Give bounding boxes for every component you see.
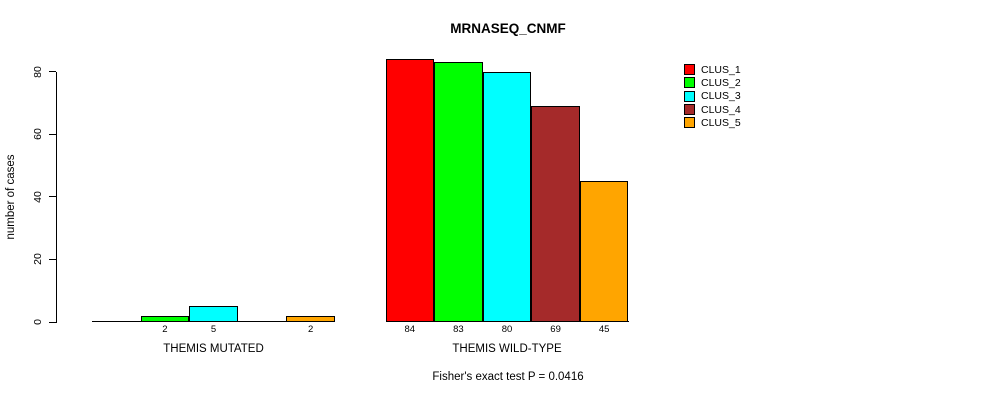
bar-value-label: 84 <box>404 324 416 335</box>
bar-value-label: 45 <box>598 324 610 335</box>
bar-value-label: 2 <box>308 324 314 335</box>
legend-label-clus_5: CLUS_5 <box>701 116 741 129</box>
legend-row-clus_1: CLUS_1 <box>684 63 741 76</box>
bar-clus_1-group1 <box>385 59 435 322</box>
bar-clus_2-group1 <box>434 62 483 322</box>
legend-label-clus_4: CLUS_4 <box>701 103 741 116</box>
legend-row-clus_2: CLUS_2 <box>684 76 741 89</box>
fisher-test-annotation: Fisher's exact test P = 0.0416 <box>432 371 584 383</box>
y-axis-line <box>56 71 57 323</box>
legend-label-clus_3: CLUS_3 <box>701 90 741 103</box>
bar-clus_3-group1 <box>482 71 532 322</box>
y-axis-tick <box>49 196 56 198</box>
legend-label-clus_2: CLUS_2 <box>701 76 741 89</box>
legend-row-clus_5: CLUS_5 <box>684 116 741 129</box>
y-axis-tick <box>49 258 56 260</box>
legend-swatch-clus_1 <box>684 64 695 76</box>
legend-swatch-clus_4 <box>684 104 695 116</box>
x-group-label-themis-mutated: THEMIS MUTATED <box>163 343 264 355</box>
bar-clus_4-group1 <box>531 106 580 322</box>
y-axis-title: number of cases <box>5 154 17 240</box>
legend-swatch-clus_2 <box>684 77 695 89</box>
bar-clus_2-group0 <box>140 315 190 322</box>
bar-clus_3-group0 <box>189 306 238 322</box>
legend-row-clus_3: CLUS_3 <box>684 90 741 103</box>
y-axis-tick <box>49 133 56 135</box>
bar-value-label: 69 <box>550 324 561 335</box>
bar-value-label: 5 <box>210 324 217 335</box>
bar-clus_5-group1 <box>579 181 629 322</box>
chart-title: MRNASEQ_CNMF <box>450 21 566 36</box>
bar-value-label: 80 <box>501 324 513 335</box>
legend: CLUS_1 CLUS_2 CLUS_3 CLUS_4 CLUS_5 <box>684 63 741 130</box>
y-axis-tick <box>49 71 56 73</box>
bar-value-label: 83 <box>453 324 464 335</box>
legend-swatch-clus_5 <box>684 117 695 129</box>
legend-row-clus_4: CLUS_4 <box>684 103 741 116</box>
legend-label-clus_1: CLUS_1 <box>701 63 741 76</box>
y-axis-tick-label: 80 <box>32 65 44 78</box>
x-group-label-themis-wild-type: THEMIS WILD-TYPE <box>452 343 562 355</box>
legend-swatch-clus_3 <box>684 90 695 102</box>
y-axis-tick <box>49 321 56 323</box>
bar-value-label: 2 <box>162 324 168 335</box>
bar-clus_5-group0 <box>286 315 335 322</box>
